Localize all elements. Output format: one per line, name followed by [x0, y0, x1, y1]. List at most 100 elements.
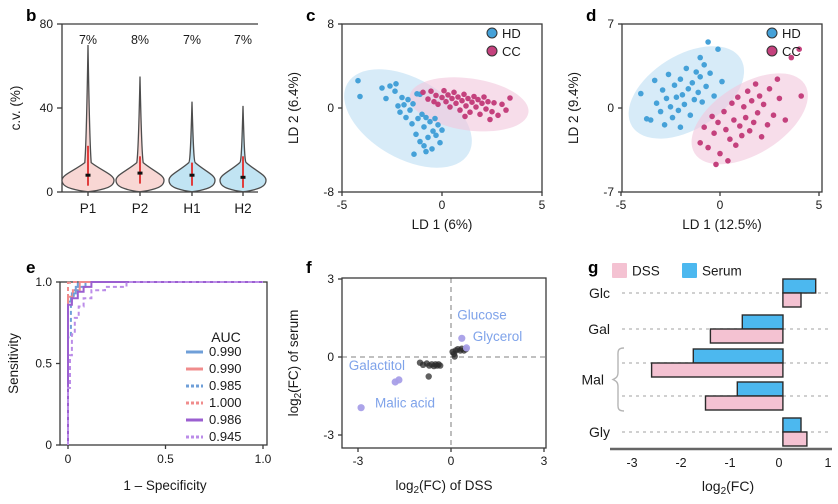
legend-label-dss: DSS: [632, 264, 660, 279]
hd-point: [701, 62, 707, 68]
y-tick-label: 0: [45, 438, 52, 452]
hd-point: [419, 111, 425, 118]
x-tick-label: -5: [337, 198, 348, 212]
median-H1: [189, 173, 195, 177]
cc-point: [443, 98, 449, 105]
metabolite-point: [437, 362, 444, 369]
hd-point: [421, 124, 427, 130]
cc-point: [473, 104, 479, 110]
hd-point: [355, 77, 361, 84]
hd-point: [417, 138, 423, 145]
cc-point: [447, 104, 453, 110]
cc-point: [489, 108, 495, 115]
hd-point: [415, 115, 421, 122]
highlighted-points: [357, 334, 471, 412]
roc-curve-4: [67, 281, 263, 445]
cc-point: [742, 114, 749, 121]
legend-label-cc: CC: [782, 44, 801, 59]
y-tick-label: -8: [323, 185, 334, 199]
cc-point: [441, 87, 447, 94]
hd-point: [683, 65, 690, 72]
metabolite-point: [416, 359, 424, 366]
violin-P2: [115, 76, 165, 193]
legend-auc-value: 0.990: [209, 361, 242, 376]
bar-dss-row1: [709, 328, 784, 344]
cc-point: [727, 136, 733, 142]
cc-point: [760, 101, 767, 108]
y-axis-title: c.v. (%): [8, 86, 23, 131]
y-tick-label: 80: [40, 17, 54, 31]
panel-d-lda-scatter: d -5 0 5 7 0 -7 LD 1 (12.5%) LD 2 (9.4%) HD CC: [560, 0, 838, 250]
cc-point: [479, 100, 485, 107]
cc-point: [721, 108, 727, 115]
hd-point: [357, 93, 363, 100]
hd-point: [707, 70, 713, 76]
cc-point: [788, 54, 795, 61]
hd-point: [719, 78, 725, 85]
panel-e-roc: e 0 0 0.5 0.5 1.0 1.0 1 – Specificity Sensitivi…: [0, 250, 280, 504]
cc-point: [796, 46, 802, 52]
cc-point: [735, 94, 741, 100]
median-P2: [137, 171, 143, 175]
cc-points: [697, 46, 804, 168]
cc-point: [439, 94, 445, 101]
violin-P1: [61, 44, 115, 193]
x-tick-label: -3: [626, 456, 637, 470]
cc-point: [503, 107, 509, 113]
cc-point: [425, 96, 431, 102]
cc-point: [475, 96, 481, 103]
hd-point: [432, 115, 438, 122]
hd-point: [392, 88, 398, 94]
median-P1: [85, 173, 91, 177]
bar-dss-row3: [704, 395, 784, 411]
legend-dot-hd: [766, 27, 778, 39]
hd-point: [679, 92, 686, 98]
panel-letter-g: g: [588, 258, 599, 277]
legend-auc-value: 0.945: [209, 429, 242, 444]
hd-point: [705, 39, 711, 45]
scatter-area: [628, 39, 808, 168]
hd-point: [423, 148, 429, 155]
hd-point: [677, 124, 684, 130]
legend-label-serum: Serum: [702, 264, 742, 279]
violin-chart: 0 40 80 c.v. (%) 7% P1 8% P2 7% H1 7% H2: [8, 17, 267, 216]
cc-point: [733, 142, 739, 148]
legend-auc-value: 0.986: [209, 412, 242, 427]
roc-curve-5: [67, 281, 263, 445]
grouped-hbar-chart: DSS Serum Glc Gal Gly Mal -3 -2 -1 0 1 log2(FC): [581, 263, 832, 497]
bar-serum-row1: [741, 314, 784, 330]
hd-point: [715, 46, 721, 52]
metabolite-points: [416, 345, 470, 380]
hd-point: [667, 104, 674, 110]
y-axis-title: Sensitivity: [6, 333, 21, 394]
y-tick-label: 0: [327, 101, 334, 115]
group-label-gly: Gly: [589, 424, 610, 440]
bar-serum-row3: [736, 381, 784, 397]
cc-point: [445, 92, 451, 98]
cc-point: [766, 86, 773, 92]
legend-swatch-dss: [612, 263, 627, 278]
hd-point: [427, 118, 433, 125]
mal-group-bracket: [611, 347, 625, 412]
x-axis-title: LD 1 (6%): [412, 217, 473, 232]
hd-point: [383, 95, 389, 102]
cc-point: [715, 119, 721, 126]
violin-H1: [168, 101, 216, 193]
legend-dot-cc: [486, 45, 498, 57]
legend-dot-hd: [486, 27, 498, 39]
legend-swatch-serum: [682, 263, 697, 278]
metabolite-point: [425, 373, 432, 380]
cc-point: [725, 158, 731, 164]
hd-point: [653, 100, 660, 106]
cc-point: [457, 107, 463, 113]
x-tick-label: 3: [541, 454, 548, 468]
cc-point: [764, 122, 771, 128]
cc-point: [697, 140, 703, 146]
cc-point: [729, 100, 735, 106]
cc-point: [774, 76, 781, 82]
cc-point: [717, 150, 723, 157]
hd-point: [638, 90, 644, 97]
hd-point: [661, 122, 668, 128]
hd-point: [387, 83, 393, 89]
